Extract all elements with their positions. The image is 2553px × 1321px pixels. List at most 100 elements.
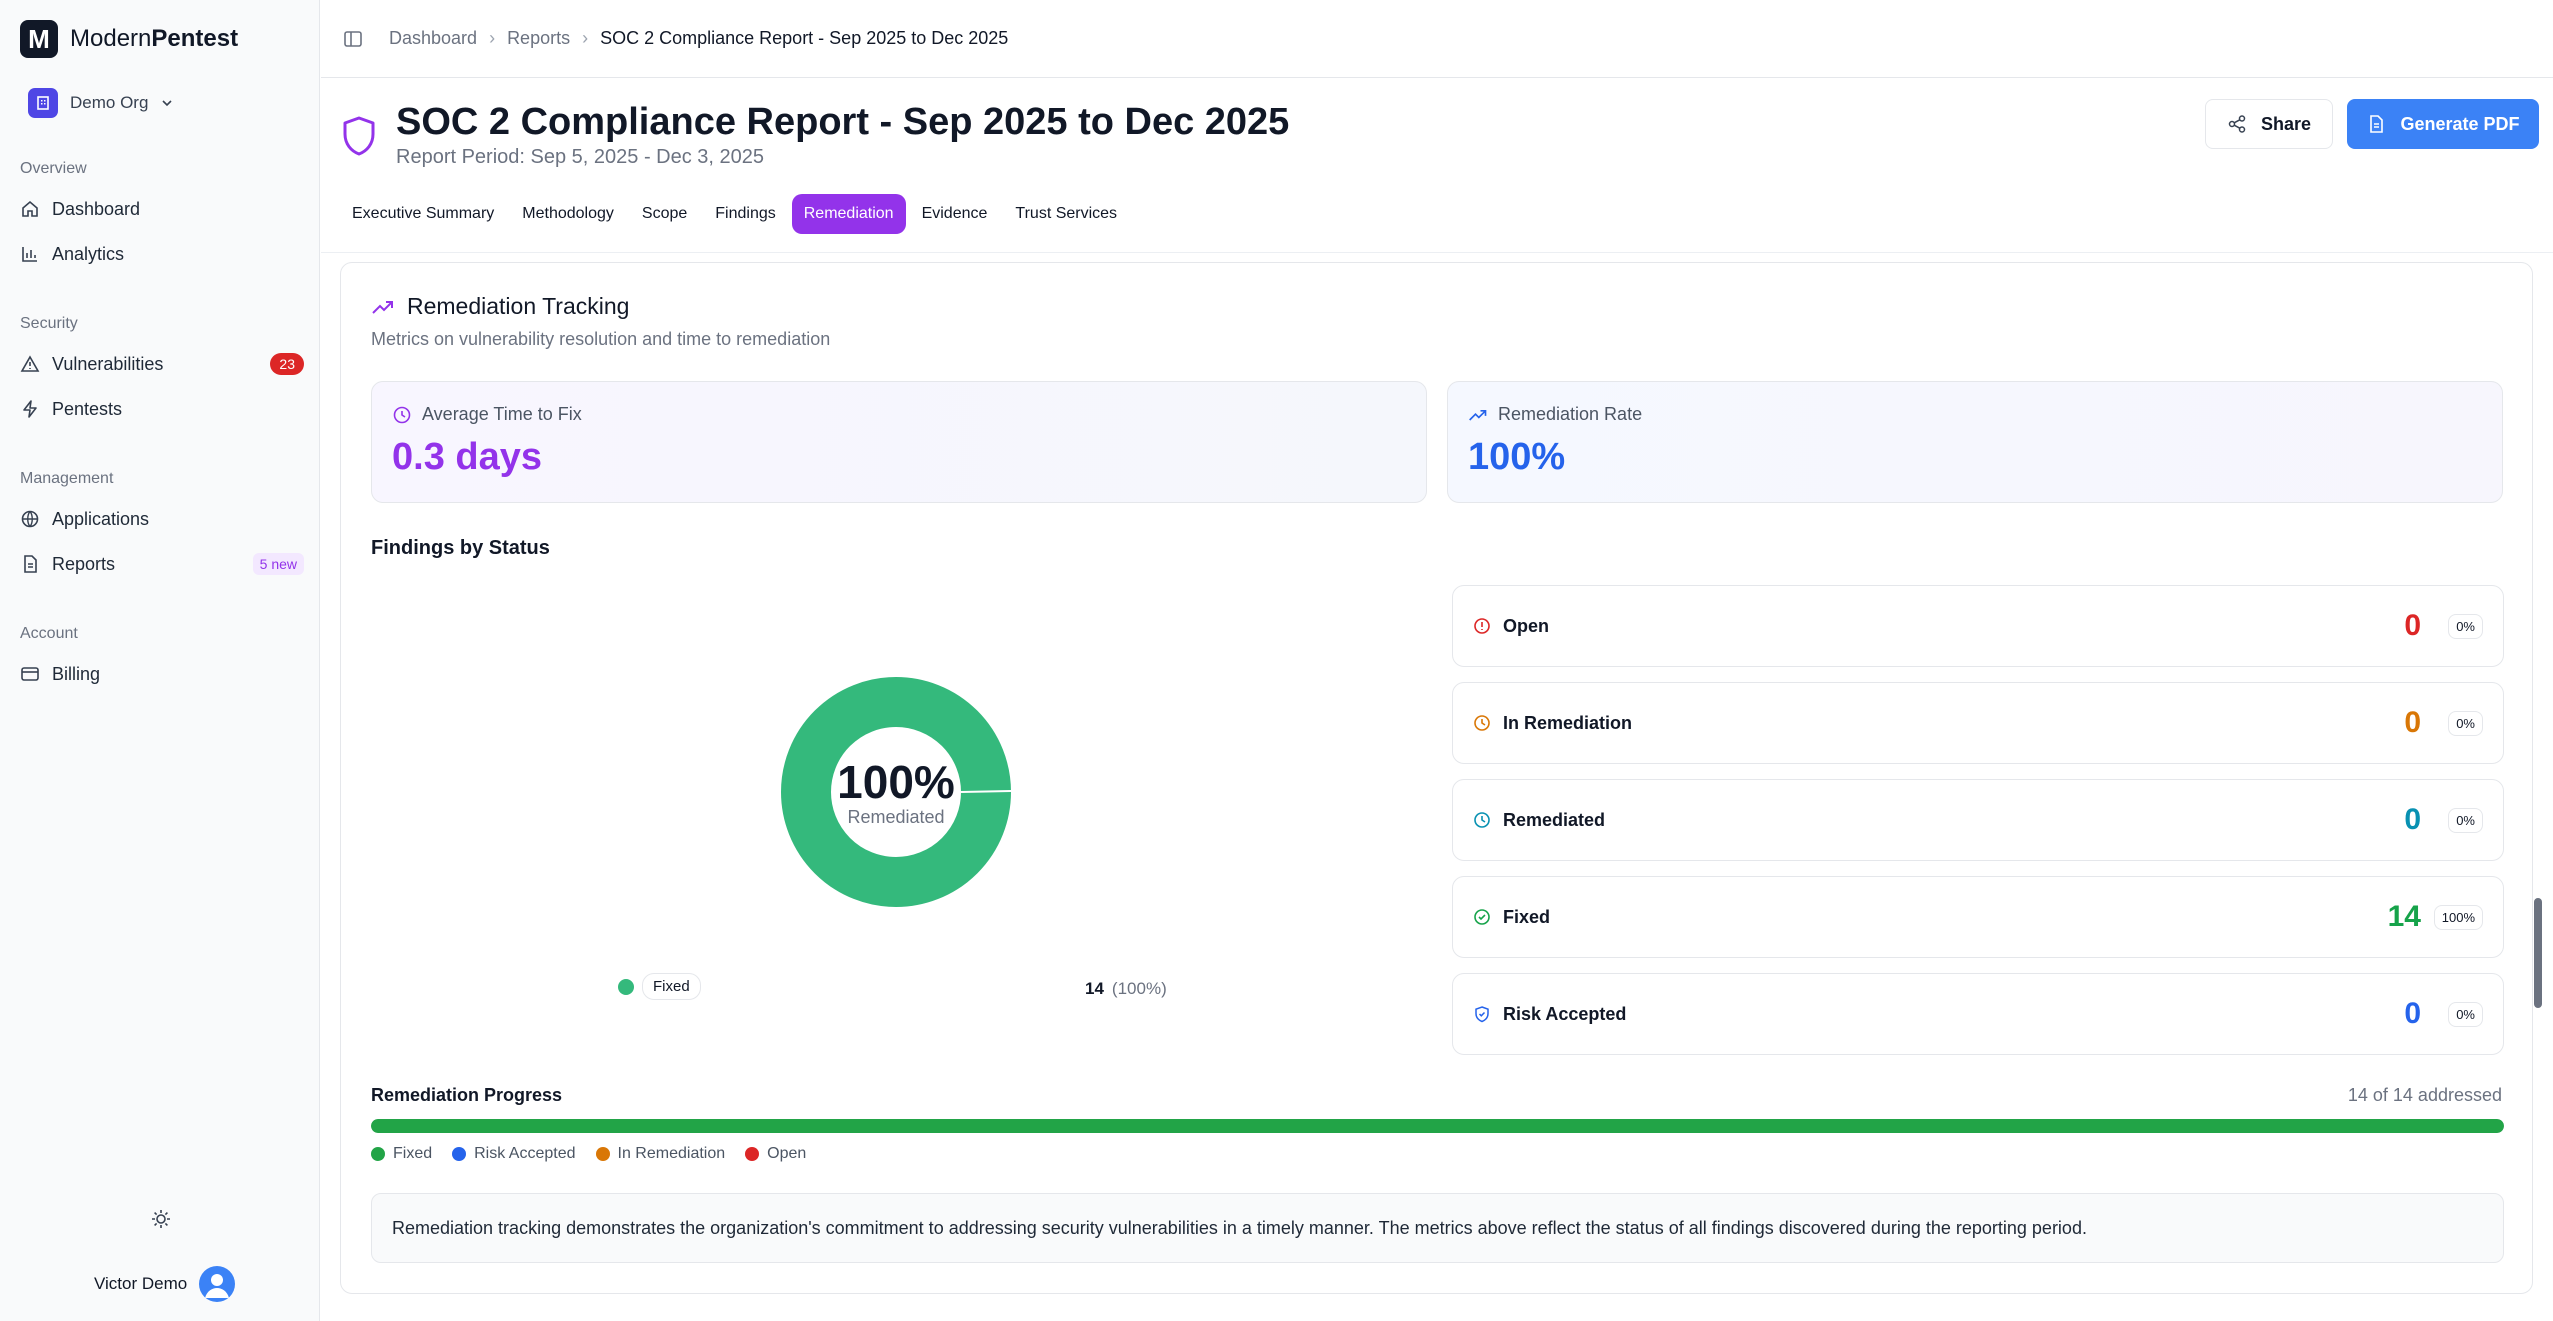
breadcrumb-current: SOC 2 Compliance Report - Sep 2025 to De… bbox=[600, 28, 1009, 48]
progress-fill-fixed bbox=[371, 1119, 2504, 1133]
tab-scope[interactable]: Scope bbox=[641, 205, 688, 222]
legend-dot bbox=[371, 1147, 385, 1161]
remediation-rate-metric: Remediation Rate 100% bbox=[1447, 381, 2503, 503]
sidebar-item-reports[interactable]: Reports 5 new bbox=[20, 544, 304, 584]
status-row-remediated[interactable]: Remediated 0 0% bbox=[1452, 779, 2504, 861]
breadcrumb-dashboard[interactable]: Dashboard bbox=[389, 28, 478, 48]
status-row-in-remediation[interactable]: In Remediation 0 0% bbox=[1452, 682, 2504, 764]
file-text-icon bbox=[2370, 115, 2384, 133]
status-count-open: 0 bbox=[2404, 609, 2421, 642]
vulnerabilities-count-badge: 23 bbox=[270, 353, 304, 375]
sidebar-item-label: Dashboard bbox=[52, 198, 141, 219]
avg-time-value: 0.3 days bbox=[392, 436, 542, 478]
sidebar-item-applications[interactable]: Applications bbox=[20, 499, 304, 539]
status-label-risk-accepted: Risk Accepted bbox=[1473, 1004, 1626, 1025]
user-name: Victor Demo bbox=[94, 1274, 188, 1293]
generate-pdf-label: Generate PDF bbox=[2400, 113, 2520, 134]
breadcrumb-reports[interactable]: Reports bbox=[507, 28, 571, 48]
donut-label: Remediated bbox=[847, 806, 945, 827]
legend-dot bbox=[452, 1147, 467, 1161]
status-count-risk-accepted: 0 bbox=[2404, 997, 2421, 1030]
progress-legend: Fixed Risk Accepted In Remediation Open bbox=[371, 1145, 806, 1163]
status-pct-fixed: 100% bbox=[2433, 904, 2483, 930]
section-security: Security bbox=[20, 315, 78, 332]
shield-icon bbox=[343, 116, 375, 156]
user-menu[interactable]: Victor Demo bbox=[94, 1266, 236, 1302]
donut-gap bbox=[960, 790, 1012, 793]
donut-legend: Fixed bbox=[618, 973, 701, 1000]
remediation-title: Remediation Tracking bbox=[371, 293, 629, 320]
chevron-right-icon: › bbox=[489, 28, 496, 48]
sun-icon[interactable] bbox=[150, 1208, 172, 1230]
status-label-in-remediation: In Remediation bbox=[1473, 713, 1632, 734]
section-management: Management bbox=[20, 470, 114, 487]
tab-trust-services[interactable]: Trust Services bbox=[1015, 205, 1118, 222]
status-count-in-remediation: 0 bbox=[2404, 706, 2421, 739]
tab-methodology[interactable]: Methodology bbox=[522, 205, 614, 222]
app-logo[interactable]: M ModernPentest bbox=[20, 20, 238, 58]
sidebar-item-pentests[interactable]: Pentests bbox=[20, 389, 304, 429]
remediation-rate-value: 100% bbox=[1468, 436, 1566, 478]
report-period: Report Period: Sep 5, 2025 - Dec 3, 2025 bbox=[396, 146, 765, 168]
section-account: Account bbox=[20, 625, 78, 642]
status-count-fixed: 14 bbox=[2387, 900, 2421, 933]
globe-icon bbox=[21, 510, 39, 528]
sidebar-toggle-icon[interactable] bbox=[343, 29, 363, 49]
org-switcher[interactable]: Demo Org bbox=[28, 88, 174, 118]
file-icon bbox=[24, 555, 37, 573]
sidebar-item-analytics[interactable]: Analytics bbox=[20, 234, 304, 274]
remediation-note: Remediation tracking demonstrates the or… bbox=[371, 1193, 2504, 1263]
page-header: SOC 2 Compliance Report - Sep 2025 to De… bbox=[340, 100, 1289, 169]
warning-icon bbox=[20, 355, 40, 372]
tab-remediation[interactable]: Remediation bbox=[791, 194, 906, 234]
scrollbar-thumb[interactable] bbox=[2534, 898, 2542, 1008]
logo-text: ModernPentest bbox=[70, 25, 239, 52]
clock-icon bbox=[1474, 812, 1490, 828]
bar-chart-icon bbox=[22, 247, 37, 262]
status-count-remediated: 0 bbox=[2404, 803, 2421, 836]
status-pct-open: 0% bbox=[2448, 613, 2483, 639]
remediation-subtitle: Metrics on vulnerability resolution and … bbox=[371, 329, 831, 349]
progress-legend-risk-accepted: Risk Accepted bbox=[452, 1145, 576, 1163]
status-label-open: Open bbox=[1473, 616, 1549, 637]
shield-check-icon bbox=[1475, 1006, 1489, 1023]
status-label-remediated: Remediated bbox=[1473, 810, 1605, 831]
status-donut-chart: 100% Remediated bbox=[781, 677, 1012, 907]
remediation-progress-count: 14 of 14 addressed bbox=[2347, 1085, 2502, 1105]
tab-executive-summary[interactable]: Executive Summary bbox=[352, 205, 495, 222]
sidebar-item-dashboard[interactable]: Dashboard bbox=[20, 189, 304, 229]
sidebar-item-vulnerabilities[interactable]: Vulnerabilities 23 bbox=[20, 344, 304, 384]
sidebar-item-billing[interactable]: Billing bbox=[20, 654, 304, 694]
chevron-right-icon: › bbox=[582, 28, 589, 48]
remediation-rate-label: Remediation Rate bbox=[1468, 404, 1642, 425]
legend-dot-fixed bbox=[618, 978, 634, 995]
status-row-fixed[interactable]: Fixed 14 100% bbox=[1452, 876, 2504, 958]
legend-count-pct: (100%) bbox=[1111, 979, 1167, 998]
sidebar: M ModernPentest Demo Org Overview Dashbo… bbox=[0, 0, 320, 1321]
clock-icon bbox=[1474, 715, 1490, 731]
sidebar-item-label: Vulnerabilities bbox=[52, 353, 164, 374]
trending-up-icon bbox=[372, 300, 393, 314]
sidebar-item-label: Reports bbox=[52, 553, 116, 574]
check-circle-icon bbox=[1474, 909, 1490, 925]
progress-legend-open: Open bbox=[745, 1145, 806, 1163]
remediation-card: Remediation Tracking Metrics on vulnerab… bbox=[340, 262, 2533, 1294]
donut-percentage: 100% bbox=[837, 755, 955, 808]
share-icon bbox=[2228, 115, 2246, 133]
trending-up-icon bbox=[1469, 409, 1487, 421]
status-row-open[interactable]: Open 0 0% bbox=[1452, 585, 2504, 667]
clock-icon bbox=[393, 406, 411, 423]
legend-dot bbox=[745, 1147, 760, 1161]
tab-evidence[interactable]: Evidence bbox=[921, 205, 988, 222]
logo-mark-icon: M bbox=[20, 20, 58, 58]
tab-findings[interactable]: Findings bbox=[715, 205, 776, 222]
share-button[interactable]: Share bbox=[2205, 99, 2333, 149]
generate-pdf-button[interactable]: Generate PDF bbox=[2347, 99, 2539, 149]
breadcrumb: Dashboard › Reports › SOC 2 Compliance R… bbox=[389, 28, 1008, 49]
sidebar-item-label: Billing bbox=[52, 663, 101, 684]
status-pct-remediated: 0% bbox=[2448, 807, 2483, 833]
alert-circle-icon bbox=[1474, 618, 1490, 634]
status-row-risk-accepted[interactable]: Risk Accepted 0 0% bbox=[1452, 973, 2504, 1055]
donut-center: 100% Remediated bbox=[781, 677, 1011, 907]
share-label: Share bbox=[2260, 113, 2312, 134]
